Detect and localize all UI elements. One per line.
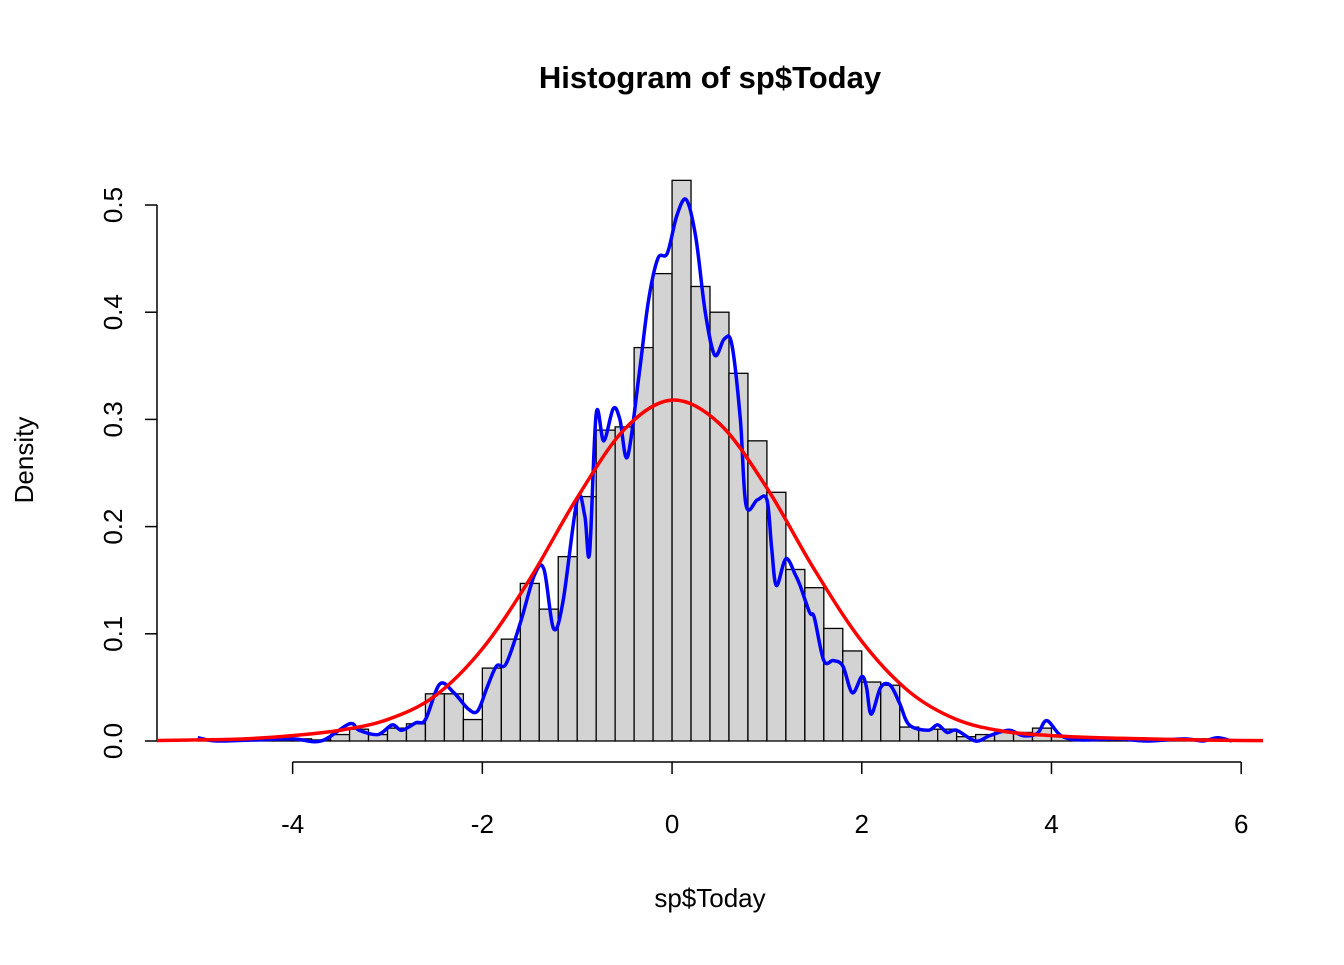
bar	[690, 285, 711, 742]
y-tick-label: 0.3	[98, 401, 128, 437]
bar	[709, 311, 730, 742]
bar	[462, 718, 483, 742]
x-tick-label: 4	[1044, 809, 1058, 839]
y-tick-label: 0.2	[98, 509, 128, 545]
bar	[823, 627, 844, 742]
x-tick-label: -2	[471, 809, 494, 839]
bar	[937, 728, 958, 742]
bar	[614, 426, 635, 742]
x-axis-label: sp$Today	[654, 883, 765, 913]
x-tick-label: 6	[1234, 809, 1248, 839]
bar	[595, 429, 616, 742]
chart-title: Histogram of sp$Today	[539, 60, 882, 95]
bar	[728, 372, 749, 742]
bar	[652, 272, 673, 742]
y-axis-label: Density	[9, 417, 39, 504]
density-curve	[156, 398, 1264, 743]
bar	[671, 179, 692, 742]
x-tick-label: -4	[281, 809, 304, 839]
y-tick-label: 0.5	[98, 187, 128, 223]
x-tick-label: 0	[665, 809, 679, 839]
y-tick-label: 0.0	[98, 723, 128, 759]
x-tick-label: 2	[855, 809, 869, 839]
y-tick-label: 0.4	[98, 294, 128, 330]
bar	[842, 650, 863, 742]
y-tick-label: 0.1	[98, 616, 128, 652]
density-curve	[197, 197, 1233, 744]
bar	[557, 555, 578, 742]
